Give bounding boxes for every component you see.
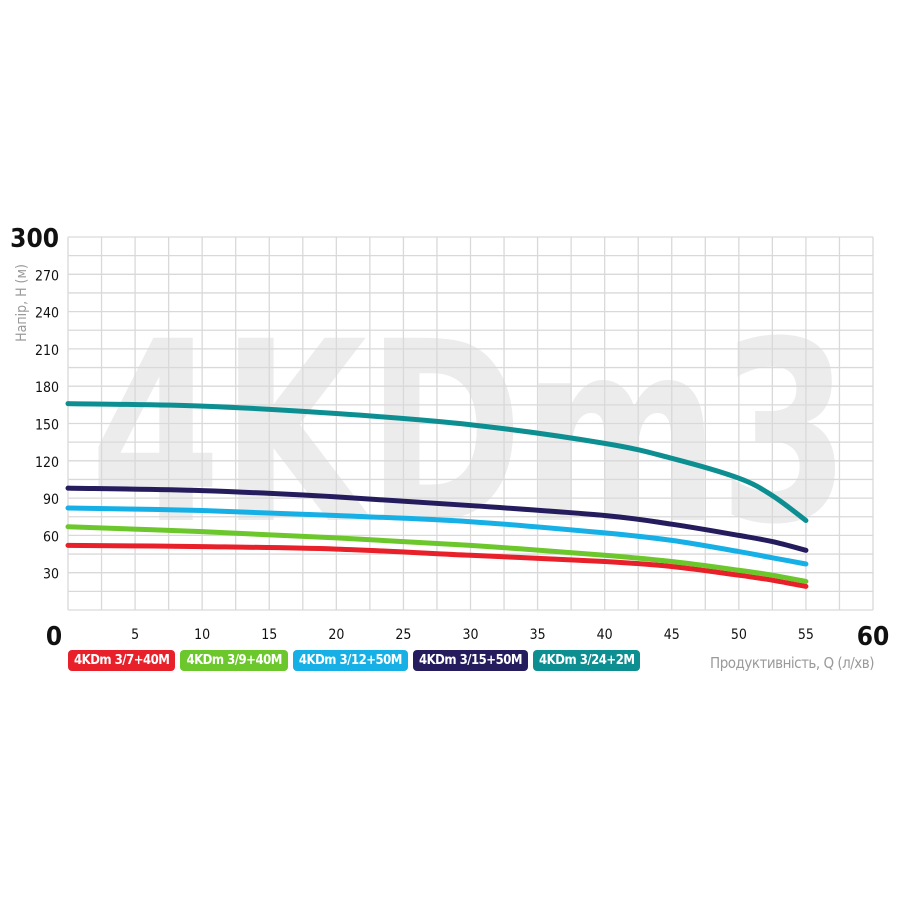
series-line xyxy=(65,505,809,567)
legend-item: 4KDm 3/24+2M xyxy=(533,650,641,671)
legend-item: 4KDm 3/12+50M xyxy=(292,650,408,671)
x-tick-label: 45 xyxy=(664,627,680,643)
series-line xyxy=(65,542,809,589)
legend-item: 4KDm 3/15+50M xyxy=(412,650,529,671)
y-tick-label: 120 xyxy=(35,455,59,471)
series-line xyxy=(65,524,809,584)
y-axis-label: Напір, Н (м) xyxy=(14,264,30,342)
x-tick-label: 15 xyxy=(261,627,277,643)
y-tick-label: 90 xyxy=(43,492,59,508)
x-tick-label: 55 xyxy=(798,627,814,643)
y-tick-label: 300 xyxy=(10,224,59,254)
x-tick-label: 30 xyxy=(462,627,478,643)
x-tick-label: 0 xyxy=(46,622,62,652)
y-tick-label: 60 xyxy=(43,529,59,545)
legend-item: 4KDm 3/7+40M xyxy=(68,650,176,671)
x-tick-label: 10 xyxy=(194,627,210,643)
legend-item: 4KDm 3/9+40M xyxy=(180,650,288,671)
x-tick-label: 25 xyxy=(395,627,411,643)
y-tick-label: 150 xyxy=(35,418,59,434)
y-tick-label: 240 xyxy=(35,306,59,322)
x-axis-label: Продуктивність, Q (л/хв) xyxy=(710,654,874,672)
y-tick-label: 180 xyxy=(35,380,59,396)
y-tick-label: 210 xyxy=(35,343,59,359)
x-tick-label: 60 xyxy=(857,622,890,652)
x-tick-label: 40 xyxy=(597,627,613,643)
legend: 4KDm 3/7+40M 4KDm 3/9+40M 4KDm 3/12+50M 4KD… xyxy=(68,650,641,671)
y-tick-label: 30 xyxy=(43,567,59,583)
x-tick-label: 50 xyxy=(731,627,747,643)
series-line xyxy=(65,485,809,553)
x-tick-label: 20 xyxy=(328,627,344,643)
x-tick-label: 35 xyxy=(530,627,546,643)
y-tick-label: 270 xyxy=(35,268,59,284)
series-line xyxy=(65,401,809,523)
x-tick-label: 5 xyxy=(131,627,139,643)
